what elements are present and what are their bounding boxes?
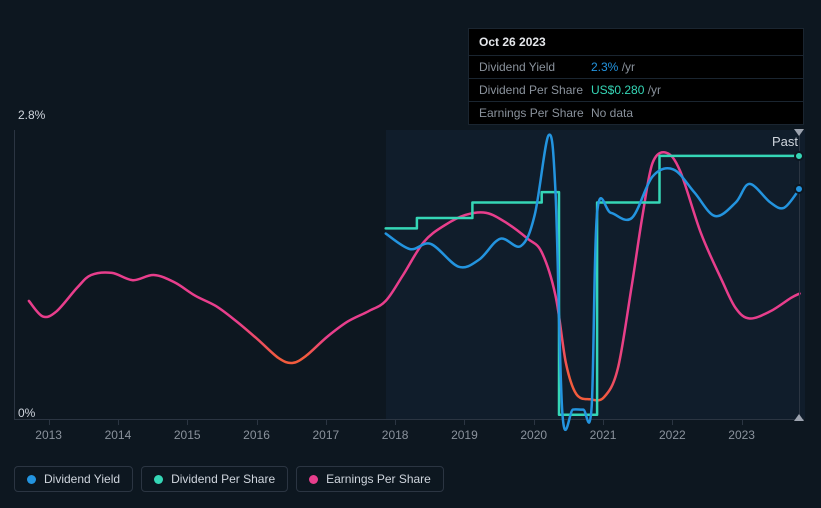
series-line-dividend-yield	[386, 135, 800, 430]
x-axis-label: 2022	[659, 428, 686, 442]
y-axis-label: 0%	[18, 406, 35, 420]
legend-label: Dividend Per Share	[171, 472, 275, 486]
tooltip-label: Dividend Yield	[479, 60, 591, 74]
legend-dot-icon	[27, 475, 36, 484]
chart-x-axis: 2013 2014 2015 2016 2017 2018 2019 2020 2021 2022…	[14, 424, 804, 444]
chart-tooltip: Oct 26 2023 Dividend Yield 2.3% /yr Divi…	[468, 28, 804, 125]
chart-lines	[15, 130, 805, 420]
chart-marker-bottom-icon	[794, 414, 804, 421]
tooltip-value: 2.3% /yr	[591, 60, 635, 74]
tooltip-row-eps: Earnings Per Share No data	[469, 102, 803, 124]
legend-dot-icon	[154, 475, 163, 484]
x-axis-label: 2014	[105, 428, 132, 442]
chart-marker-dot	[794, 184, 804, 194]
y-axis-label: 2.8%	[18, 108, 45, 122]
x-axis-label: 2023	[728, 428, 755, 442]
x-axis-label: 2015	[174, 428, 201, 442]
chart-marker-top-icon	[794, 129, 804, 136]
legend-label: Dividend Yield	[44, 472, 120, 486]
chart-plot-area[interactable]: Past	[14, 130, 804, 420]
x-axis-label: 2021	[590, 428, 617, 442]
legend-dot-icon	[309, 475, 318, 484]
chart-marker-dot	[794, 151, 804, 161]
chart-legend: Dividend Yield Dividend Per Share Earnin…	[14, 466, 444, 492]
legend-item-yield[interactable]: Dividend Yield	[14, 466, 133, 492]
x-axis-label: 2016	[243, 428, 270, 442]
tooltip-date: Oct 26 2023	[469, 29, 803, 56]
tooltip-value: No data	[591, 106, 633, 120]
legend-item-dps[interactable]: Dividend Per Share	[141, 466, 288, 492]
x-axis-label: 2017	[312, 428, 339, 442]
x-axis-label: 2013	[35, 428, 62, 442]
x-axis-label: 2019	[451, 428, 478, 442]
chart-marker-line	[799, 130, 800, 420]
x-axis-label: 2018	[382, 428, 409, 442]
legend-item-eps[interactable]: Earnings Per Share	[296, 466, 444, 492]
tooltip-row-yield: Dividend Yield 2.3% /yr	[469, 56, 803, 79]
tooltip-value: US$0.280 /yr	[591, 83, 661, 97]
tooltip-label: Dividend Per Share	[479, 83, 591, 97]
tooltip-label: Earnings Per Share	[479, 106, 591, 120]
tooltip-row-dps: Dividend Per Share US$0.280 /yr	[469, 79, 803, 102]
x-axis-label: 2020	[520, 428, 547, 442]
series-line-earnings-per-share	[29, 152, 800, 400]
legend-label: Earnings Per Share	[326, 472, 431, 486]
